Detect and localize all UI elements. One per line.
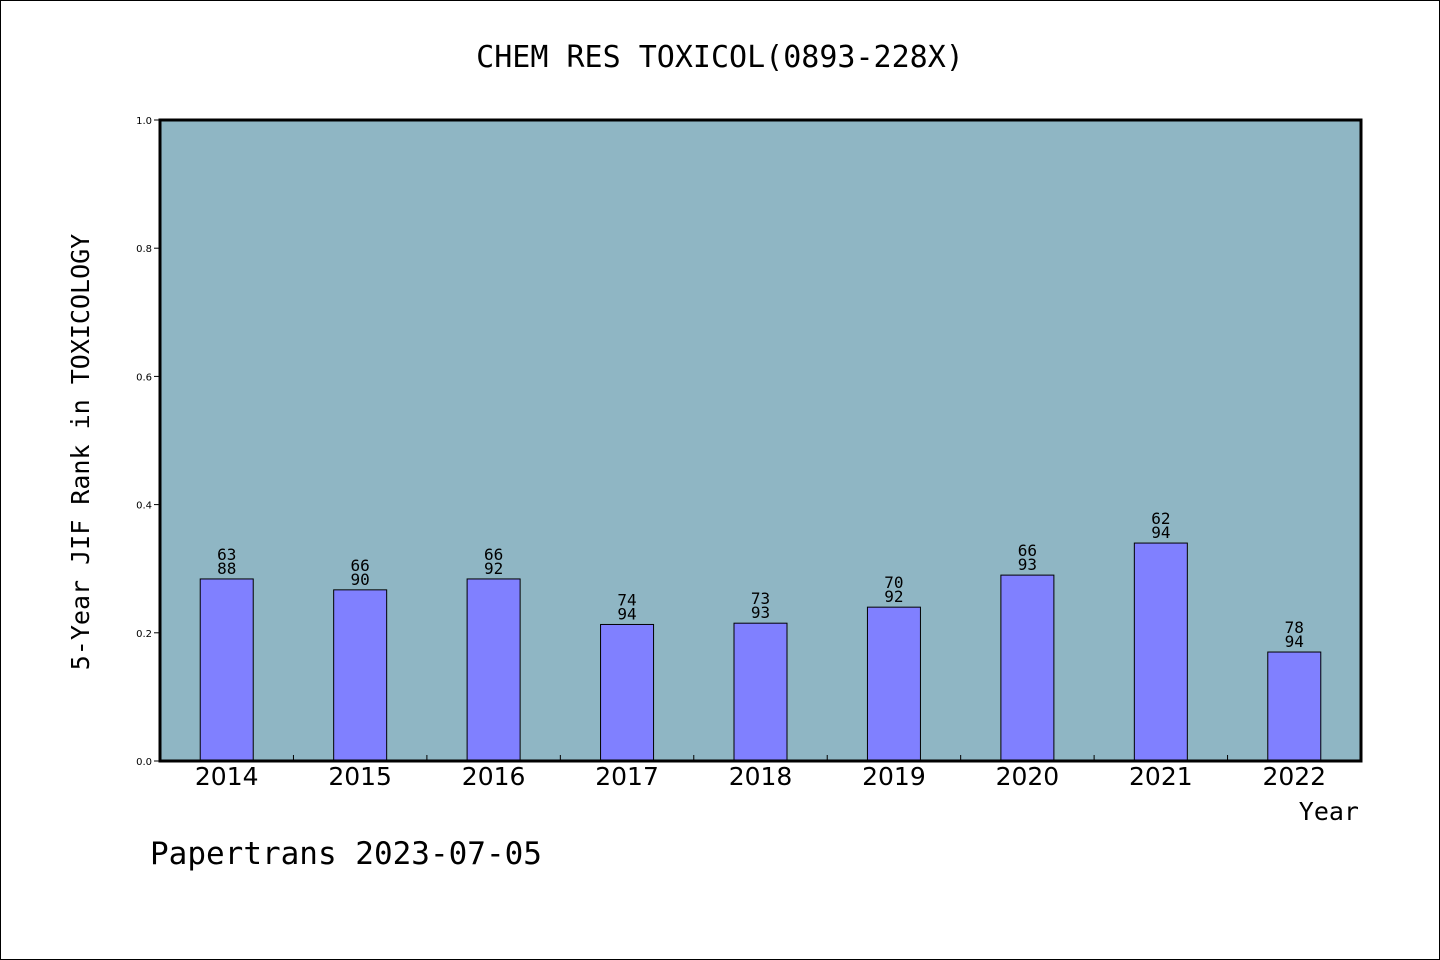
bar-total-label: 90 bbox=[351, 570, 370, 589]
bar-total-label: 94 bbox=[1285, 632, 1304, 651]
bar-rank-label: 74 bbox=[617, 590, 636, 609]
bar-2017 bbox=[600, 623, 655, 762]
bar-total-label: 93 bbox=[1018, 555, 1037, 574]
bar-2016 bbox=[466, 578, 521, 762]
y-tick-label: 1.0 bbox=[136, 116, 152, 127]
bar-total-label: 94 bbox=[617, 604, 636, 623]
plot-border bbox=[158, 118, 1363, 763]
bar-rank-label: 78 bbox=[1285, 618, 1304, 637]
bar-rank-label: 70 bbox=[884, 573, 903, 592]
bar-rank-label: 62 bbox=[1151, 509, 1170, 528]
bar-total-label: 92 bbox=[884, 587, 903, 606]
x-tick-label: 2015 bbox=[328, 762, 392, 791]
y-tick-label: 0.2 bbox=[136, 629, 152, 640]
bar-total-label: 88 bbox=[217, 559, 236, 578]
y-axis: 0.0 0.2 0.4 0.6 0.8 1.0 bbox=[136, 116, 160, 768]
bar-rank-label: 66 bbox=[1018, 541, 1037, 560]
y-axis-title: 5-Year JIF Rank in TOXICOLOGY bbox=[66, 234, 95, 671]
bar-2021 bbox=[1133, 542, 1188, 762]
bar-rank-label: 73 bbox=[751, 589, 770, 608]
bar-rank-label: 66 bbox=[351, 556, 370, 575]
x-tick-label: 2021 bbox=[1129, 762, 1193, 791]
y-tick-label: 0.8 bbox=[136, 244, 152, 255]
x-tick-label: 2020 bbox=[996, 762, 1060, 791]
bar-2018 bbox=[733, 622, 788, 762]
bar-rank-label: 63 bbox=[217, 545, 236, 564]
bar-total-label: 93 bbox=[751, 603, 770, 622]
bar-2019 bbox=[866, 606, 921, 762]
bar-2014 bbox=[199, 578, 254, 762]
bar-rank-label: 66 bbox=[484, 545, 503, 564]
x-tick-label: 2014 bbox=[195, 762, 259, 791]
x-axis-title: Year bbox=[1299, 797, 1359, 826]
bar-2022 bbox=[1267, 651, 1322, 762]
x-tick-label: 2017 bbox=[595, 762, 659, 791]
bar-2015 bbox=[333, 589, 388, 762]
footer-stamp: Papertrans 2023-07-05 bbox=[150, 836, 542, 872]
chart-title: CHEM RES TOXICOL(0893-228X) bbox=[476, 40, 964, 75]
bar-total-label: 92 bbox=[484, 559, 503, 578]
x-tick-label: 2019 bbox=[862, 762, 926, 791]
bar-2020 bbox=[1000, 574, 1055, 762]
x-axis: 2014 2015 2016 2017 2018 2019 2020 2021 2022 bbox=[195, 755, 1326, 791]
x-tick-label: 2016 bbox=[462, 762, 526, 791]
x-tick-label: 2018 bbox=[729, 762, 793, 791]
bar-total-label: 94 bbox=[1151, 523, 1170, 542]
y-tick-label: 0.4 bbox=[136, 501, 152, 512]
y-tick-label: 0.6 bbox=[136, 372, 152, 383]
y-tick-label: 0.0 bbox=[136, 757, 152, 768]
x-tick-label: 2022 bbox=[1262, 762, 1326, 791]
